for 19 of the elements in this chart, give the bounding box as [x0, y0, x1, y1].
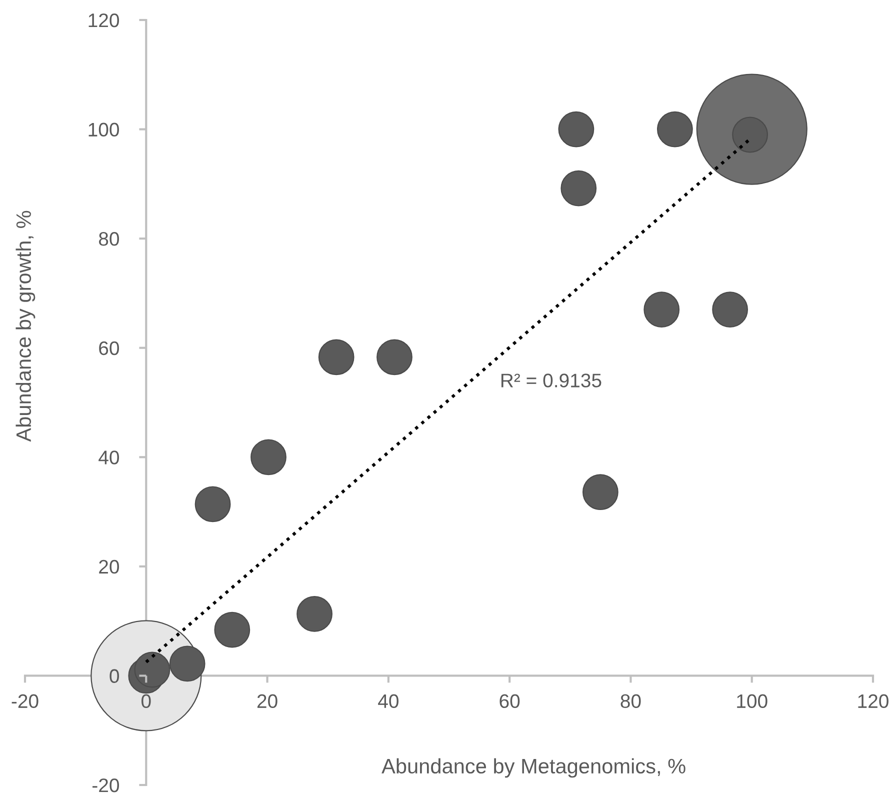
- y-tick-label: 20: [99, 560, 119, 574]
- y-tick-label: 40: [98, 450, 119, 464]
- x-tick-label: -20: [12, 694, 38, 708]
- y-tick-label: -20: [92, 778, 119, 792]
- y-tick-label: 80: [98, 232, 119, 246]
- x-tick-label: 80: [620, 694, 641, 708]
- x-tick-label: 0: [141, 694, 151, 708]
- x-tick-label: 20: [257, 694, 278, 708]
- y-tick-label: 100: [88, 122, 119, 137]
- x-tick-label: 40: [378, 694, 398, 708]
- annotation: R² = 0.9135: [501, 374, 602, 388]
- x-axis-title: Abundance by Metagenomics, %: [382, 758, 686, 778]
- x-tick-label: 120: [858, 694, 888, 708]
- y-axis-title: Abundance by growth, %: [16, 210, 36, 442]
- y-tick-label: 0: [110, 669, 119, 683]
- x-tick-label: 60: [500, 694, 520, 708]
- x-tick-label: 100: [737, 694, 768, 708]
- y-tick-label: 60: [99, 341, 119, 356]
- y-tick-label: 120: [88, 13, 119, 28]
